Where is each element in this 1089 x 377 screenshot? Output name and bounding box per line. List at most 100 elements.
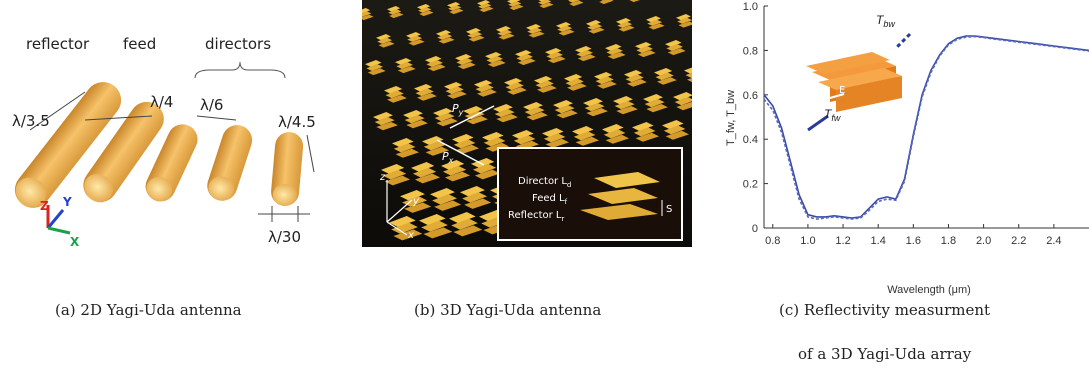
antenna-element-70 [400, 190, 432, 213]
antenna-element-25 [455, 54, 476, 70]
x-axis-label: Wavelength (μm) [887, 284, 971, 296]
feed-rod [83, 101, 164, 203]
inset-box: Director Ld Feed Lf Reflector Lr S [497, 147, 683, 241]
period-x-label: Px [442, 150, 454, 165]
y-tick-label-5: 1.0 [743, 1, 758, 13]
antenna-element-56 [422, 136, 449, 156]
x-tick-label-1: 1.0 [800, 235, 815, 247]
antenna-element-37 [504, 78, 527, 95]
inset-director [594, 172, 660, 188]
antenna-element-1 [387, 6, 404, 19]
inset-feed-label: Feed Lf [532, 193, 568, 206]
antenna-element-35 [444, 82, 467, 99]
antenna-element-20 [646, 16, 665, 30]
director-rod-1 [145, 124, 198, 202]
x-tick-label-5: 1.8 [941, 235, 956, 247]
panel-c-chart: 0.8 1.0 1.2 1.4 1.6 1.8 2.0 2.2 2.4 0 0.2 0.4 0.6 0.8… [720, 0, 1089, 300]
y-tick-label-0: 0 [752, 223, 758, 235]
antenna-element-11 [376, 34, 395, 48]
antenna-element-8 [599, 0, 614, 5]
x-tick-label-0: 0.8 [765, 235, 780, 247]
e-field-label: E [839, 85, 845, 96]
dim-spacing: λ/6 [200, 96, 223, 114]
dim-width: λ/30 [268, 228, 301, 246]
antenna-element-7 [568, 0, 584, 7]
e-field-arrow [815, 93, 845, 103]
antenna-element-74 [389, 216, 423, 241]
label-feed: feed [123, 35, 156, 53]
chart-series [763, 35, 1089, 220]
backward-arrow [894, 32, 912, 50]
antenna-element-36 [474, 80, 497, 97]
antenna-element-57 [452, 134, 479, 154]
x-tick-label-8: 2.4 [1046, 235, 1061, 247]
axis-z-b: z [379, 172, 386, 183]
antenna-element-2 [417, 4, 434, 17]
dim-feed: λ/4 [150, 93, 173, 111]
antenna-element-67 [411, 162, 441, 184]
x-tick-label-3: 1.4 [871, 235, 886, 247]
y-axis-label: T_fw, T_bw [725, 90, 737, 146]
period-x-arrow [436, 139, 485, 166]
antenna-element-48 [493, 104, 518, 123]
x-tick-label-7: 2.2 [1011, 235, 1026, 247]
antenna-element-19 [616, 18, 635, 32]
antenna-element-17 [556, 22, 575, 36]
antenna-element-46 [433, 108, 458, 127]
antenna-element-31 [635, 42, 656, 58]
caption-a: (a) 2D Yagi-Uda antenna [55, 301, 242, 319]
antenna-element-16 [526, 24, 545, 38]
axis-y-label: Y [62, 195, 72, 209]
period-y-label: Py [452, 102, 464, 117]
caption-c-line2: of a 3D Yagi-Uda array [798, 345, 972, 363]
antenna-element-12 [406, 32, 425, 46]
antenna-element-38 [534, 76, 557, 93]
antenna-element-27 [515, 50, 536, 66]
antenna-element-13 [436, 30, 455, 44]
director-rod-2 [207, 125, 253, 201]
x-tick-label-2: 1.2 [835, 235, 850, 247]
antenna-element-72 [460, 186, 492, 209]
antenna-element-49 [523, 102, 548, 121]
inset-feed [588, 188, 658, 204]
chart-inset: E Tbw Tfw [806, 13, 912, 132]
antenna-element-69 [471, 158, 501, 180]
feed-dim-line [84, 115, 153, 121]
antenna-element-45 [403, 110, 428, 129]
antenna-element-34 [414, 84, 437, 101]
antenna-element-62 [602, 124, 629, 144]
antenna-element-30 [605, 44, 626, 60]
inset-reflector [580, 204, 658, 220]
axis-x-b: x [407, 230, 414, 241]
antenna-element-21 [676, 14, 695, 28]
antenna-element-22 [365, 60, 386, 76]
caption-c-line1: (c) Reflectivity measurment [779, 301, 991, 319]
dim-reflector: λ/3.5 [12, 112, 50, 130]
antenna-element-9 [629, 0, 640, 3]
spacing-dim-line [196, 115, 237, 121]
director-rod-3 [271, 132, 304, 206]
antenna-element-64 [662, 120, 689, 140]
antenna-element-14 [466, 28, 485, 42]
antenna-element-29 [575, 46, 596, 62]
antenna-element-76 [449, 212, 483, 237]
antenna-element-55 [392, 138, 419, 158]
antenna-element-23 [395, 58, 416, 74]
antenna-element-32 [665, 40, 686, 56]
antenna-element-63 [632, 122, 659, 142]
y-tick-label-4: 0.8 [743, 45, 758, 57]
label-directors: directors [205, 35, 271, 53]
antenna-element-6 [538, 0, 554, 9]
x-tick-label-6: 2.0 [976, 235, 991, 247]
antenna-element-42 [654, 68, 677, 85]
antenna-element-68 [441, 160, 471, 182]
axis-x-label: X [70, 235, 80, 249]
period-y-arrow [449, 105, 495, 129]
forward-arrow [807, 114, 829, 132]
panel-a-figure: reflector feed directors λ/3.5 λ/4 λ/6 λ… [0, 0, 340, 270]
antenna-element-26 [485, 52, 506, 68]
label-reflector: reflector [26, 35, 90, 53]
antenna-element-4 [477, 0, 494, 13]
antenna-element-18 [586, 20, 605, 34]
antenna-element-61 [572, 126, 599, 146]
